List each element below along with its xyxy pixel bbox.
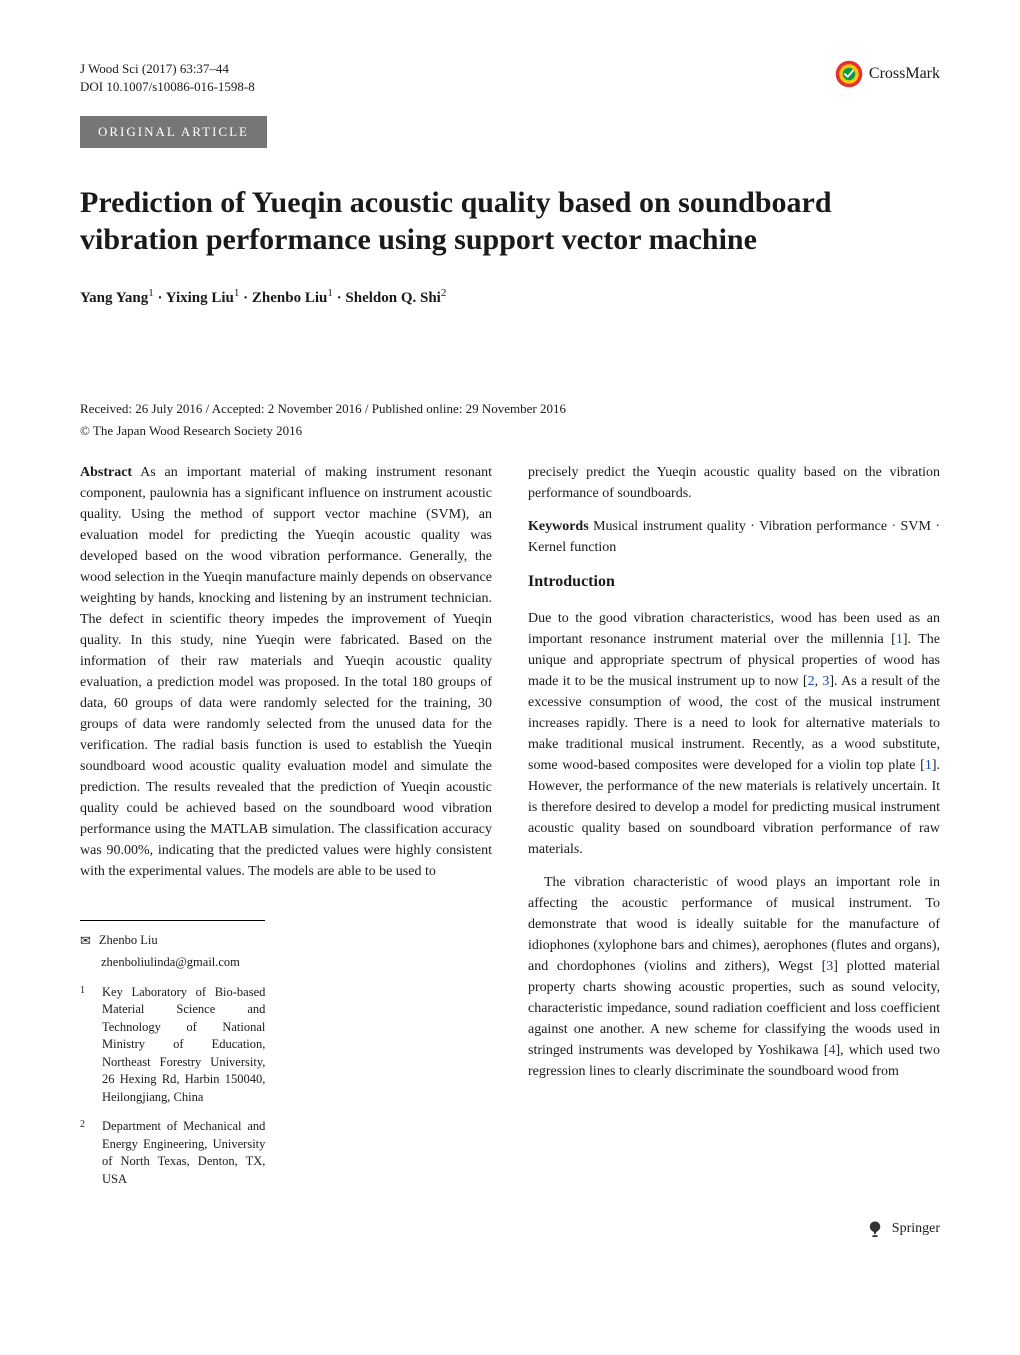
corresponding-author-row: ✉ Zhenbo Liu [80, 931, 265, 951]
springer-icon [866, 1220, 884, 1238]
affiliation-row: 2 Department of Mechanical and Energy En… [80, 1118, 265, 1188]
author-name: Yang Yang [80, 290, 148, 306]
dates-line: Received: 26 July 2016 / Accepted: 2 Nov… [80, 399, 940, 419]
citation-link[interactable]: 2 [808, 674, 815, 689]
header-row: J Wood Sci (2017) 63:37–44 DOI 10.1007/s… [80, 60, 940, 96]
article-title: Prediction of Yueqin acoustic quality ba… [80, 184, 940, 259]
keywords-text: Musical instrument quality · Vibration p… [528, 519, 940, 555]
author-affil-sup: 1 [234, 287, 240, 299]
envelope-icon: ✉ [80, 931, 91, 951]
affiliation-number: 2 [80, 1118, 90, 1188]
abstract-continuation: precisely predict the Yueqin acoustic qu… [528, 462, 940, 504]
citation-link[interactable]: 1 [896, 632, 903, 647]
journal-citation: J Wood Sci (2017) 63:37–44 [80, 60, 255, 78]
author-affil-sup: 1 [148, 287, 154, 299]
crossmark-icon [835, 60, 863, 88]
authors-line: Yang Yang1 · Yixing Liu1 · Zhenbo Liu1 ·… [80, 285, 940, 310]
abstract-text: As an important material of making instr… [80, 465, 492, 879]
affiliation-text: Key Laboratory of Bio-based Material Sci… [102, 984, 265, 1107]
affiliation-row: 1 Key Laboratory of Bio-based Material S… [80, 984, 265, 1107]
article-type-badge: ORIGINAL ARTICLE [80, 116, 267, 148]
right-column: precisely predict the Yueqin acoustic qu… [528, 462, 940, 1188]
keywords-label: Keywords [528, 519, 589, 534]
page-footer: Springer [80, 1218, 940, 1239]
doi: DOI 10.1007/s10086-016-1598-8 [80, 78, 255, 96]
intro-text: Due to the good vibration characteristic… [528, 611, 940, 647]
affiliation-number: 1 [80, 984, 90, 1107]
intro-paragraph-2: The vibration characteristic of wood pla… [528, 872, 940, 1082]
author-name: Yixing Liu [166, 290, 234, 306]
corresponding-email: zhenboliulinda@gmail.com [101, 953, 265, 972]
abstract-paragraph: Abstract As an important material of mak… [80, 462, 492, 882]
introduction-heading: Introduction [528, 570, 940, 594]
author-sep: · [157, 290, 165, 306]
copyright-line: © The Japan Wood Research Society 2016 [80, 421, 940, 441]
crossmark-label: CrossMark [869, 62, 940, 86]
journal-info: J Wood Sci (2017) 63:37–44 DOI 10.1007/s… [80, 60, 255, 96]
corresponding-author-name: Zhenbo Liu [99, 931, 158, 951]
citation-link[interactable]: 1 [925, 758, 932, 773]
author-sep: · [243, 290, 252, 306]
two-column-body: Abstract As an important material of mak… [80, 462, 940, 1188]
left-column: Abstract As an important material of mak… [80, 462, 492, 1188]
affiliation-text: Department of Mechanical and Energy Engi… [102, 1118, 265, 1188]
crossmark-badge[interactable]: CrossMark [835, 60, 940, 88]
author-name: Sheldon Q. Shi [345, 290, 440, 306]
author-affil-sup: 1 [327, 287, 333, 299]
publisher-name: Springer [892, 1218, 940, 1239]
author-name: Zhenbo Liu [252, 290, 327, 306]
abstract-label: Abstract [80, 465, 132, 480]
corresponding-block: ✉ Zhenbo Liu zhenboliulinda@gmail.com 1 … [80, 920, 265, 1188]
author-affil-sup: 2 [441, 287, 447, 299]
intro-paragraph-1: Due to the good vibration characteristic… [528, 608, 940, 860]
keywords-paragraph: Keywords Musical instrument quality · Vi… [528, 516, 940, 558]
